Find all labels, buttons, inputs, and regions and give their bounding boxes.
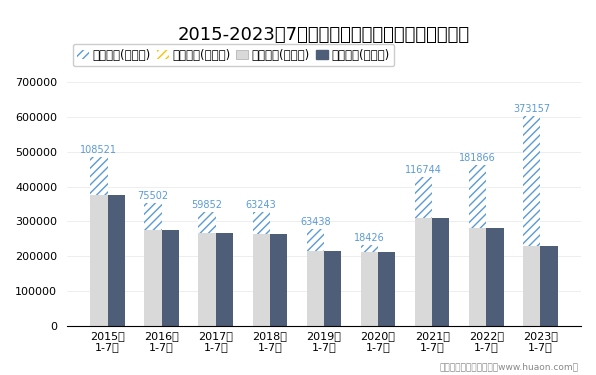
Bar — [198, 211, 216, 326]
Bar — [253, 211, 270, 326]
Bar — [523, 116, 541, 326]
Bar — [198, 211, 216, 232]
Bar — [432, 218, 449, 326]
Bar — [361, 245, 378, 326]
Bar — [90, 157, 107, 195]
Text: 制图：华经产业研究院（www.huaon.com）: 制图：华经产业研究院（www.huaon.com） — [439, 362, 578, 371]
Bar — [541, 246, 558, 326]
Bar — [469, 165, 486, 228]
Title: 2015-2023年7月河北省外商投资企业进出口差额图: 2015-2023年7月河北省外商投资企业进出口差额图 — [178, 26, 470, 44]
Bar — [486, 228, 504, 326]
Bar — [324, 251, 342, 326]
Bar — [107, 195, 125, 326]
Bar — [144, 203, 162, 229]
Bar — [523, 116, 541, 246]
Bar — [306, 229, 324, 251]
Bar — [415, 177, 432, 326]
Text: 181866: 181866 — [459, 153, 496, 163]
Text: 59852: 59852 — [191, 200, 222, 210]
Text: 63438: 63438 — [300, 217, 331, 227]
Text: 108521: 108521 — [80, 145, 117, 155]
Text: 373157: 373157 — [513, 104, 550, 114]
Legend: 贸易顺差(万美元), 贸易逆差(万美元), 出口总额(万美元), 进口总额(万美元): 贸易顺差(万美元), 贸易逆差(万美元), 出口总额(万美元), 进口总额(万美… — [73, 44, 395, 66]
Bar — [306, 229, 324, 326]
Text: 116744: 116744 — [405, 165, 442, 175]
Bar — [415, 177, 432, 218]
Text: 18426: 18426 — [354, 233, 385, 243]
Bar — [144, 203, 162, 326]
Bar — [361, 245, 378, 252]
Text: 75502: 75502 — [138, 191, 169, 201]
Bar — [270, 234, 287, 326]
Text: 63243: 63243 — [246, 200, 277, 210]
Bar — [378, 252, 395, 326]
Bar — [216, 232, 233, 326]
Bar — [253, 211, 270, 234]
Bar — [469, 165, 486, 326]
Bar — [90, 157, 107, 326]
Bar — [162, 230, 179, 326]
